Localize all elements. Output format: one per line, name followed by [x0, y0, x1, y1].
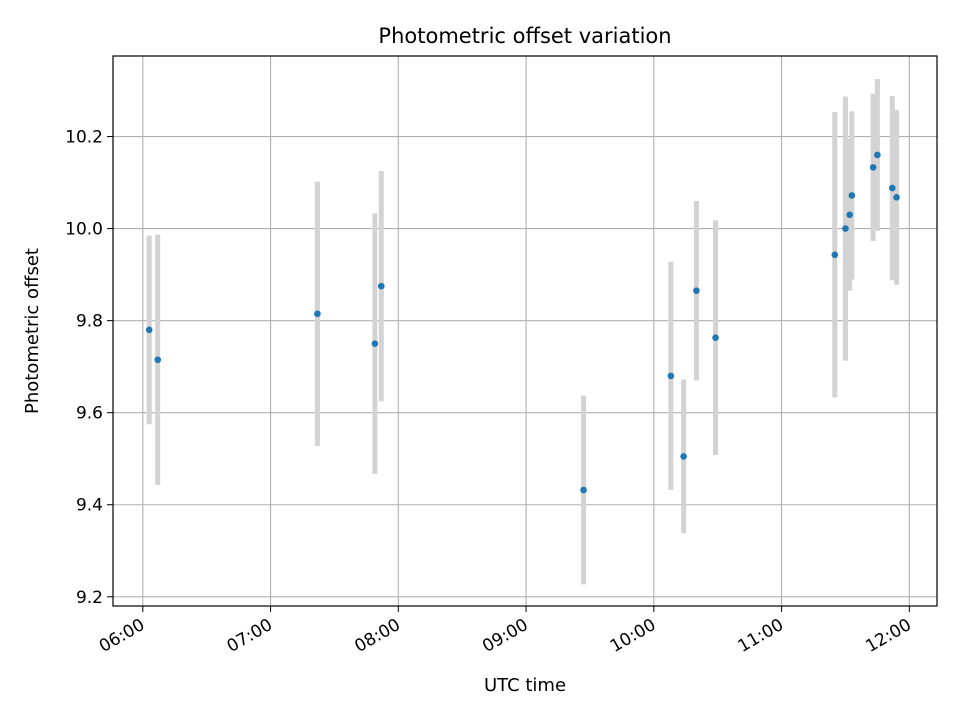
data-point	[874, 151, 881, 159]
x-axis-ticks: 06:00 07:00 08:00 09:00 10:00 11:00 12:00	[96, 606, 915, 657]
data-point	[680, 453, 687, 460]
data-point	[831, 251, 839, 259]
error-bars	[146, 79, 900, 585]
data-point	[888, 184, 896, 192]
y-tick-label: 9.8	[76, 312, 103, 332]
y-tick-label: 9.4	[76, 496, 103, 516]
x-axis-label: UTC time	[484, 675, 566, 696]
y-tick-label: 9.2	[76, 588, 103, 608]
data-point	[580, 486, 587, 494]
data-points	[145, 151, 900, 494]
grid-lines	[113, 56, 937, 606]
x-tick-label: 12:00	[862, 615, 914, 657]
data-point	[371, 340, 379, 347]
data-point	[314, 310, 321, 318]
chart-title: Photometric offset variation	[378, 24, 671, 48]
y-axis-label: Photometric offset	[22, 248, 43, 414]
y-axis-ticks: 9.2 9.4 9.6 9.8 10.0 10.2	[65, 128, 113, 608]
data-point	[145, 326, 153, 334]
x-tick-label: 10:00	[607, 615, 659, 657]
y-tick-label: 10.0	[65, 220, 103, 240]
data-point	[693, 287, 700, 295]
x-tick-label: 11:00	[735, 615, 787, 657]
y-tick-label: 9.6	[76, 404, 103, 424]
data-point	[667, 372, 675, 380]
x-tick-label: 07:00	[224, 615, 276, 657]
data-point	[846, 211, 854, 219]
x-tick-label: 09:00	[479, 615, 531, 657]
data-point	[869, 164, 877, 171]
x-tick-label: 06:00	[96, 615, 148, 657]
data-point	[848, 192, 856, 199]
data-point	[154, 356, 162, 364]
x-tick-label: 08:00	[351, 615, 403, 657]
plot-frame	[112, 55, 938, 607]
data-point	[377, 282, 385, 290]
data-point	[842, 225, 849, 232]
y-tick-label: 10.2	[65, 128, 103, 148]
data-point	[893, 193, 900, 201]
data-point	[712, 334, 719, 341]
